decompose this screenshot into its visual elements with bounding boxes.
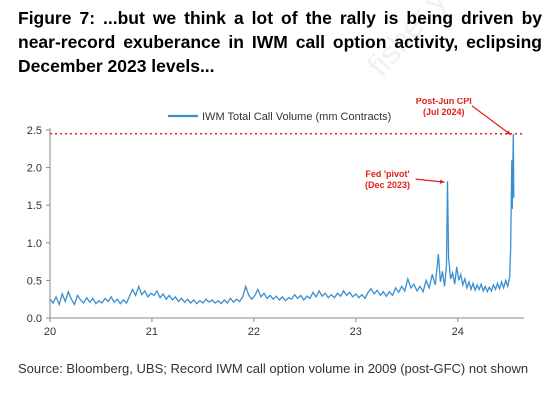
annotation-arrow [415, 178, 445, 183]
annotation-arrowhead [439, 179, 445, 184]
legend: IWM Total Call Volume (mm Contracts) [168, 111, 391, 123]
x-tick-label: 21 [146, 326, 158, 338]
annotation-arrow [471, 105, 512, 136]
x-tick-label: 24 [452, 326, 464, 338]
y-tick-label: 0.5 [27, 275, 42, 287]
y-tick-label: 2.0 [27, 163, 42, 175]
figure-title: Figure 7: ...but we think a lot of the r… [18, 8, 542, 76]
series-line [49, 133, 515, 307]
annotation-label: Post-Jun CPI [416, 98, 472, 106]
y-tick-label: 2.5 [27, 125, 42, 137]
x-axis: 20 21 22 23 24 [44, 317, 524, 338]
legend-label: IWM Total Call Volume (mm Contracts) [202, 111, 391, 123]
chart: IWM Total Call Volume (mm Contracts) 0.0… [27, 98, 524, 338]
source-note: Source: Bloomberg, UBS; Record IWM call … [18, 361, 529, 376]
annotation-sublabel: (Dec 2023) [365, 180, 410, 190]
x-tick-label: 22 [248, 326, 260, 338]
y-tick-label: 0.0 [27, 313, 42, 325]
y-tick-label: 1.0 [27, 238, 42, 250]
y-tick-label: 1.5 [27, 200, 42, 212]
annotation-arrowhead [505, 130, 511, 135]
y-axis: 0.0 0.5 1.0 1.5 2.0 2.5 [27, 125, 51, 325]
annotations: Fed 'pivot'(Dec 2023) Post-Jun CPI(Jul 20… [365, 98, 512, 190]
x-tick-label: 23 [350, 326, 362, 338]
annotation-sublabel: (Jul 2024) [423, 107, 465, 117]
annotation-label: Fed 'pivot' [365, 169, 409, 179]
x-tick-label: 20 [44, 326, 56, 338]
